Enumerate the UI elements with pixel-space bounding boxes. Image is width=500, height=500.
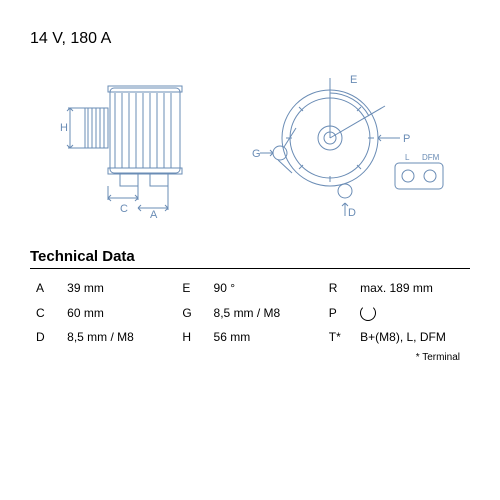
connector-label-dfm: DFM bbox=[422, 153, 440, 162]
technical-data-table: A39 mmE90 °Rmax. 189 mmC60 mmG8,5 mm / M… bbox=[30, 277, 470, 348]
dim-label-h: H bbox=[60, 122, 68, 134]
spec-key: R bbox=[323, 277, 354, 299]
spec-key: D bbox=[30, 326, 61, 348]
dim-label-g: G bbox=[252, 148, 261, 160]
spec-key: G bbox=[176, 299, 207, 326]
rotation-icon bbox=[360, 305, 376, 321]
dim-label-e: E bbox=[350, 74, 357, 86]
table-row: D8,5 mm / M8H56 mmT*B+(M8), L, DFM bbox=[30, 326, 470, 348]
spec-key: P bbox=[323, 299, 354, 326]
spec-value: 56 mm bbox=[208, 326, 323, 348]
spec-key: H bbox=[176, 326, 207, 348]
spec-key: A bbox=[30, 277, 61, 299]
terminal-footnote: * Terminal bbox=[30, 352, 470, 363]
connector-label-l: L bbox=[405, 153, 410, 162]
spec-value bbox=[354, 299, 470, 326]
spec-value: 8,5 mm / M8 bbox=[61, 326, 176, 348]
table-row: C60 mmG8,5 mm / M8P bbox=[30, 299, 470, 326]
dim-label-c: C bbox=[120, 203, 128, 215]
spec-value: 60 mm bbox=[61, 299, 176, 326]
dim-label-d: D bbox=[348, 207, 356, 218]
spec-key: E bbox=[176, 277, 207, 299]
table-row: A39 mmE90 °Rmax. 189 mm bbox=[30, 277, 470, 299]
side-view-diagram: H C A bbox=[50, 68, 220, 218]
spec-value: max. 189 mm bbox=[354, 277, 470, 299]
spec-key: C bbox=[30, 299, 61, 326]
spec-value: B+(M8), L, DFM bbox=[354, 326, 470, 348]
dim-label-p: P bbox=[403, 133, 410, 145]
spec-key: T* bbox=[323, 326, 354, 348]
section-title: Technical Data bbox=[30, 248, 470, 269]
dim-label-a: A bbox=[150, 209, 158, 218]
spec-value: 39 mm bbox=[61, 277, 176, 299]
spec-value: 90 ° bbox=[208, 277, 323, 299]
technical-diagrams: H C A bbox=[30, 68, 470, 218]
spec-header: 14 V, 180 A bbox=[30, 30, 470, 48]
spec-value: 8,5 mm / M8 bbox=[208, 299, 323, 326]
front-view-diagram: E P G D L DFM bbox=[250, 68, 450, 218]
